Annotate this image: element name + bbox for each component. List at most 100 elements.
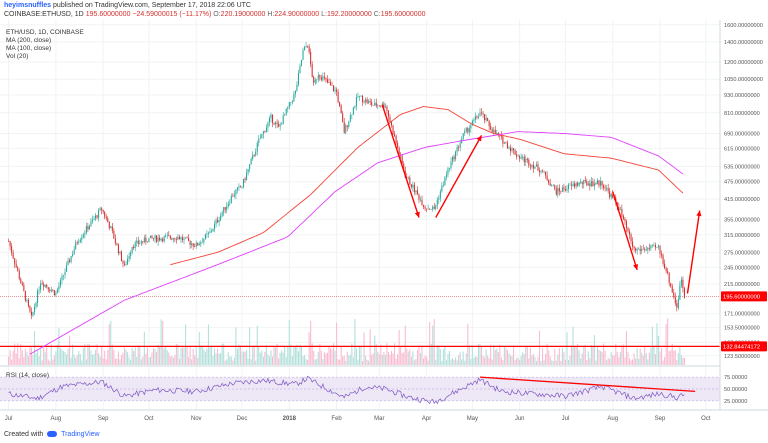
candle-body — [73, 249, 75, 255]
candle-body — [259, 138, 261, 139]
volume-bar — [473, 358, 475, 365]
price-tick-label: 315.00000000 — [724, 233, 760, 239]
volume-bar — [592, 346, 594, 365]
candle-body — [236, 187, 238, 191]
volume-bar — [20, 344, 22, 365]
volume-bar — [371, 354, 373, 365]
candle-body — [157, 237, 159, 242]
chart-legend: ETH/USD, 1D, COINBASE MA (200, close) MA… — [6, 29, 84, 60]
candle-body — [677, 299, 679, 308]
candle-body — [110, 226, 112, 229]
candle-body — [554, 185, 556, 189]
candle-body — [656, 247, 658, 248]
candle-body — [122, 261, 124, 264]
volume-bar — [621, 346, 623, 365]
volume-bar — [79, 353, 81, 365]
candle-body — [371, 102, 373, 105]
candle-body — [548, 180, 550, 184]
candle-body — [390, 122, 393, 126]
candle-body — [154, 235, 156, 239]
tradingview-brand-link[interactable]: TradingView — [61, 431, 100, 438]
candle-body — [310, 52, 312, 65]
time-axis[interactable]: Jul Aug Sep Oct Nov Dec 2018 Feb Mar Apr May Jun Jul… — [5, 416, 711, 422]
volume-bar — [447, 353, 449, 365]
candle-body — [212, 229, 214, 232]
published-text: published on TradingView.com, September … — [53, 2, 251, 9]
volume-bar — [53, 355, 55, 365]
time-tick-label: Oct — [701, 416, 711, 422]
candle-body — [342, 113, 344, 123]
candle-body — [433, 206, 435, 209]
candle-body — [542, 171, 544, 172]
author-name[interactable]: heyimsnuffles — [4, 2, 52, 9]
candle-body — [424, 207, 426, 209]
volume-bar — [499, 344, 501, 365]
volume-bar — [287, 346, 289, 365]
candle-body — [91, 219, 94, 222]
candle-body — [452, 156, 454, 162]
candle-body — [397, 142, 399, 148]
volume-bar — [361, 360, 364, 365]
candle-body — [351, 114, 353, 116]
volume-bar — [320, 350, 322, 365]
candle-body — [64, 271, 66, 276]
volume-bar — [455, 357, 457, 365]
candle-body — [262, 131, 264, 135]
low-value: 192.20000000 — [326, 11, 372, 18]
candle-body — [156, 235, 158, 242]
volume-bar — [85, 359, 87, 365]
candle-body — [503, 142, 505, 144]
volume-bar — [255, 360, 257, 365]
candle-body — [448, 168, 451, 169]
candle-body — [186, 237, 188, 239]
candle-body — [81, 237, 83, 240]
candle-body — [365, 99, 367, 103]
candle-body — [673, 292, 675, 297]
volume-bar — [204, 351, 206, 365]
volume-bar — [296, 344, 298, 365]
price-axis[interactable]: 1600.00000000 1400.00000000 1200.00000000 1… — [724, 23, 763, 360]
volume-bar — [214, 348, 216, 365]
volume-bar — [241, 351, 243, 365]
candle-body — [50, 290, 52, 292]
volume-bar — [560, 360, 562, 365]
time-tick-label: Jul — [562, 416, 570, 422]
candle-body — [412, 184, 414, 188]
volume-bar — [546, 343, 548, 365]
candle-body — [38, 289, 40, 291]
candle-body — [348, 121, 350, 127]
volume-bar — [207, 324, 209, 365]
volume-bar — [551, 360, 553, 365]
volume-bar — [558, 348, 560, 365]
candle-body — [267, 122, 269, 128]
candle-body — [653, 245, 655, 246]
volume-bar — [577, 343, 579, 365]
volume-bar — [224, 360, 226, 365]
candle-body — [587, 183, 589, 186]
candle-body — [580, 181, 582, 183]
candle-body — [540, 171, 542, 173]
candle-body — [473, 119, 475, 121]
candle-body — [113, 230, 115, 239]
candle-body — [680, 279, 682, 286]
volume-bar — [596, 346, 599, 365]
candle-body — [468, 128, 470, 133]
time-tick-label: Apr — [422, 416, 431, 422]
volume-bar — [297, 351, 299, 365]
volume-bar — [236, 348, 238, 365]
price-chart[interactable]: ETH/USD, 1D, COINBASE MA (200, close) MA… — [0, 20, 768, 427]
candle-body — [592, 181, 594, 186]
volume-bar — [636, 348, 638, 365]
candle-body — [509, 147, 512, 152]
candle-body — [612, 194, 614, 198]
volume-bar — [154, 349, 156, 365]
candle-body — [340, 105, 342, 114]
candle-body — [346, 125, 348, 127]
volume-bar — [383, 351, 385, 365]
candle-body — [276, 122, 278, 124]
candle-body — [268, 117, 270, 123]
candle-body — [618, 206, 620, 210]
volume-bar — [366, 359, 368, 365]
volume-bar — [505, 348, 507, 365]
candle-body — [58, 286, 60, 290]
